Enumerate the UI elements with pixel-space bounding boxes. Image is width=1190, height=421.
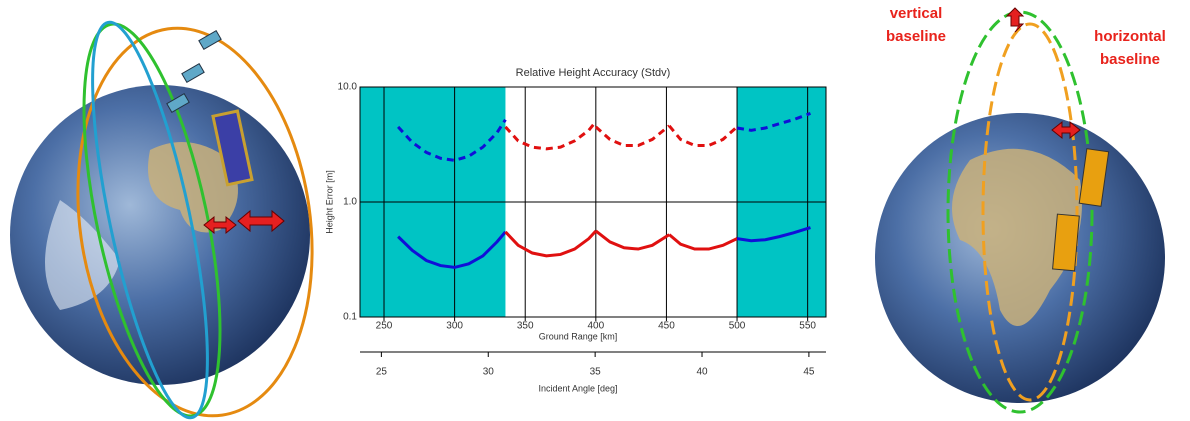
orbit xyxy=(981,22,1079,402)
line-series xyxy=(594,124,671,147)
satellite xyxy=(211,109,254,187)
x2-tick-label: 45 xyxy=(803,367,815,378)
x2-tick-label: 25 xyxy=(376,367,388,378)
orbit xyxy=(91,20,209,420)
line-series xyxy=(504,120,597,151)
annotation: baseline xyxy=(1100,51,1160,68)
annotation: baseline xyxy=(886,28,946,45)
x-tick-label: 500 xyxy=(729,321,746,332)
right-illustration: vertical baseline horizontal baseline xyxy=(875,5,1166,414)
x2-tick-label: 35 xyxy=(590,367,602,378)
y-tick-label: 0.1 xyxy=(343,312,357,323)
x2-tick-label: 40 xyxy=(696,367,708,378)
chart-title: Relative Height Accuracy (Stdv) xyxy=(516,67,671,79)
x-tick-label: 350 xyxy=(517,321,534,332)
line-series xyxy=(397,230,507,269)
line-series xyxy=(736,111,811,132)
line-series xyxy=(736,226,811,243)
x-tick-label: 450 xyxy=(658,321,675,332)
x-axis-title: Ground Range [km] xyxy=(539,331,618,341)
line-series xyxy=(668,233,738,251)
line-series xyxy=(594,229,671,251)
orbit xyxy=(946,10,1094,414)
satellite xyxy=(1078,148,1110,207)
orbit xyxy=(76,26,314,418)
horizontal-arrow xyxy=(1051,120,1081,140)
x-tick-label: 400 xyxy=(587,321,604,332)
y-tick-label: 1.0 xyxy=(343,197,357,208)
line-series xyxy=(397,118,507,162)
plot-frame xyxy=(359,86,827,318)
x-tick-label: 300 xyxy=(446,321,463,332)
annotation: vertical xyxy=(890,5,943,22)
y-axis-title: Height Error [m] xyxy=(324,170,334,234)
satellites xyxy=(166,29,222,114)
baseline-arrows xyxy=(203,209,285,235)
x-tick-label: 550 xyxy=(799,321,816,332)
line-series xyxy=(668,124,739,147)
line-series xyxy=(504,229,597,258)
x-tick-label: 250 xyxy=(376,321,393,332)
land xyxy=(148,142,238,233)
left-illustration xyxy=(10,20,314,420)
chart: Relative Height Accuracy (Stdv) Ground R… xyxy=(324,67,827,393)
x2-axis-title: Incident Angle [deg] xyxy=(538,383,617,393)
annotation: horizontal xyxy=(1094,28,1166,45)
y-tick-label: 10.0 xyxy=(338,82,358,93)
x2-tick-label: 30 xyxy=(483,367,495,378)
satellite xyxy=(1052,213,1080,272)
vertical-arrow xyxy=(1005,7,1025,33)
